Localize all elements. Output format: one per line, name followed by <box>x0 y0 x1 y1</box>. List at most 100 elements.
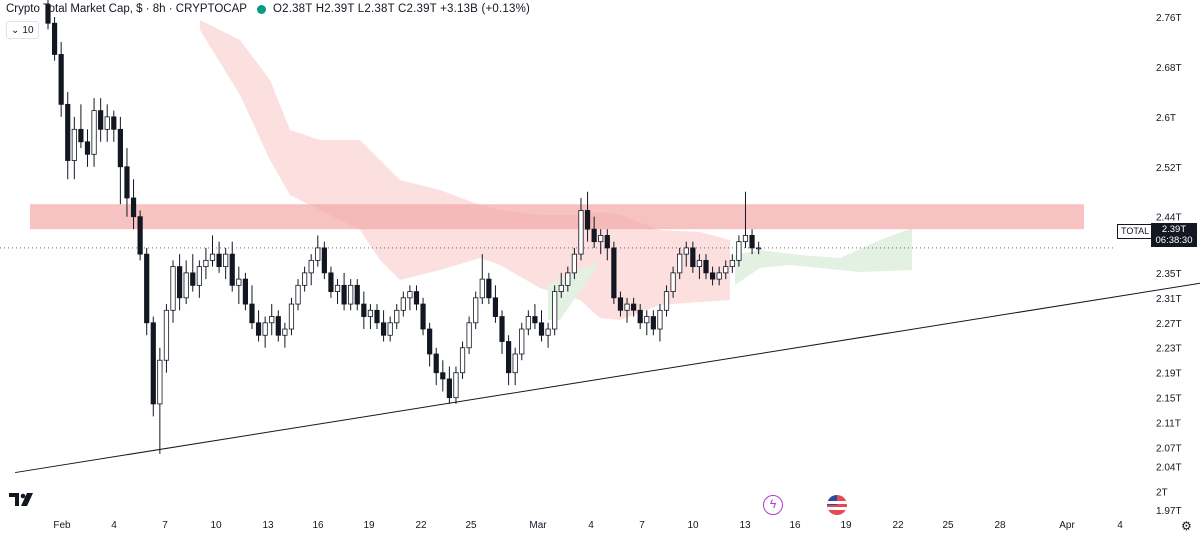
cloud-bullish-1 <box>548 262 600 320</box>
candle-body <box>611 247 617 299</box>
candle <box>631 297 637 317</box>
candle <box>670 266 676 298</box>
y-tick-label: 2.07T <box>1156 444 1182 455</box>
candle-body <box>315 247 321 261</box>
candle-body <box>749 235 755 249</box>
y-tick-label: 2.19T <box>1156 369 1182 380</box>
candles <box>45 0 762 454</box>
candle <box>367 304 374 330</box>
candle-body <box>130 197 137 218</box>
candle <box>170 260 176 323</box>
candle <box>677 247 683 280</box>
x-tick-label: 7 <box>162 520 168 531</box>
candle <box>624 297 630 323</box>
candle <box>282 322 288 348</box>
candle-body <box>367 309 374 317</box>
candle <box>302 266 308 292</box>
candle-body <box>677 253 683 274</box>
us-flag-icon[interactable] <box>827 495 847 515</box>
x-tick-label: 16 <box>312 520 324 531</box>
candle <box>51 17 58 61</box>
candle <box>466 316 472 354</box>
candle-body <box>361 303 367 317</box>
candle-body <box>124 166 130 199</box>
candle-body <box>453 372 459 399</box>
y-tick-label: 2.15T <box>1156 394 1182 405</box>
candle <box>420 297 426 336</box>
candle-body <box>176 266 183 299</box>
candle <box>71 116 77 180</box>
resistance-rect <box>30 204 1084 230</box>
candle <box>486 272 492 305</box>
candle <box>499 310 505 354</box>
candle <box>690 241 696 273</box>
candle <box>157 347 163 454</box>
candle-body <box>295 284 301 305</box>
candle <box>578 197 584 261</box>
candle-body <box>262 322 268 336</box>
candle-body <box>466 322 472 349</box>
countdown: 06:38:30 <box>1155 235 1193 246</box>
candle <box>98 98 104 142</box>
resistance-zone <box>30 204 1084 230</box>
y-axis[interactable]: 2.76T 2.68T 2.6T 2.52T 2.44T 2.35T 2.31T 2.27T 2… <box>1156 13 1182 517</box>
candle-body <box>84 141 91 155</box>
interval-value: 10 <box>22 24 34 36</box>
chart-title[interactable]: Crypto Total Market Cap, $ · 8h · CRYPTO… <box>6 3 247 15</box>
candle <box>552 285 558 336</box>
x-axis[interactable]: Feb 4 7 10 13 16 19 22 25 Mar 4 7 10 13 16 19 22 25 28 Apr 4 <box>53 520 1123 531</box>
x-tick-label: 19 <box>840 520 852 531</box>
candle-body <box>492 297 499 317</box>
candle-body <box>473 297 479 324</box>
candle-body <box>545 328 551 336</box>
candle-body <box>696 259 703 268</box>
candle <box>453 366 459 404</box>
candle-body <box>723 266 729 274</box>
x-tick-label: 4 <box>1117 520 1123 531</box>
candle-body <box>420 303 426 330</box>
candle <box>736 235 742 267</box>
x-tick-label: Feb <box>53 520 71 531</box>
candle-body <box>716 272 722 280</box>
candle <box>380 310 387 342</box>
candle-body <box>150 322 156 405</box>
settings-icon[interactable]: ⚙ <box>1181 519 1192 533</box>
candle <box>604 229 610 261</box>
candle-body <box>499 316 505 342</box>
lightning-icon[interactable]: ϟ <box>763 495 783 515</box>
candle-body <box>670 272 676 292</box>
candle-body <box>400 297 406 311</box>
candle <box>407 285 413 311</box>
candle-body <box>236 278 242 286</box>
candle-body <box>51 22 58 55</box>
chart-legend[interactable]: Crypto Total Market Cap, $ · 8h · CRYPTO… <box>6 3 530 15</box>
candle <box>492 285 499 323</box>
candle-body <box>98 110 104 130</box>
candle-body <box>394 309 400 324</box>
candle <box>124 148 130 217</box>
candle-body <box>617 297 624 311</box>
candle-body <box>137 216 143 255</box>
candle-body <box>571 253 578 274</box>
candle <box>479 254 485 305</box>
candle <box>223 247 229 280</box>
candle <box>650 310 656 336</box>
candle-body <box>729 259 735 268</box>
candle <box>321 241 327 280</box>
x-tick-label: 13 <box>739 520 751 531</box>
candle-body <box>163 309 170 361</box>
tradingview-logo[interactable] <box>9 491 35 507</box>
candle <box>749 229 755 255</box>
candle <box>742 191 749 248</box>
y-tick-label: 2.76T <box>1156 13 1182 24</box>
support-trendline <box>15 282 1200 474</box>
candle-body <box>479 278 485 299</box>
interval-input[interactable]: ⌄ 10 <box>6 21 39 39</box>
candle-body <box>275 316 281 336</box>
candle <box>117 116 123 205</box>
candle-body <box>486 278 492 299</box>
candle <box>65 91 71 180</box>
candle <box>387 316 393 342</box>
candle <box>229 241 235 292</box>
